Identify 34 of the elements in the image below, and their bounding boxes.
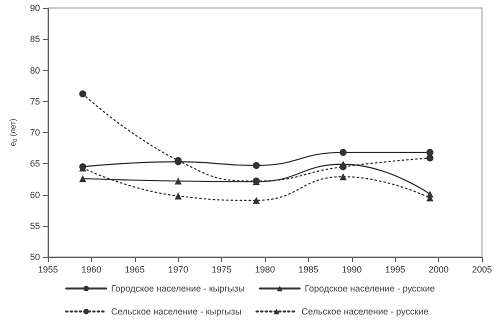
y-tick-label: 85 <box>30 34 40 44</box>
x-tick-label: 2005 <box>472 264 492 274</box>
x-tick-label: 1990 <box>342 264 362 274</box>
x-tick-label: 1965 <box>124 264 145 274</box>
x-tick-label: 1975 <box>212 264 232 274</box>
y-tick-label: 75 <box>30 96 40 106</box>
x-tick-label: 1985 <box>298 264 318 274</box>
y-tick-label: 90 <box>30 3 40 13</box>
point <box>340 148 347 156</box>
legend-label: Сельское население - русские <box>302 306 428 316</box>
point <box>174 192 182 200</box>
point <box>252 162 260 169</box>
y-tick-label: 60 <box>30 190 40 200</box>
point <box>340 163 347 170</box>
y-tick-label: 55 <box>30 220 40 231</box>
x-tick-label: 1980 <box>254 264 276 274</box>
legend-label: Городское население - кыргызы <box>111 284 245 294</box>
y-tick-label: 80 <box>30 65 40 76</box>
point <box>252 196 260 204</box>
point <box>79 90 86 98</box>
x-tick-label: 1955 <box>38 264 58 274</box>
x-tick-label: 2000 <box>428 264 449 274</box>
x-tick-label: 1960 <box>81 264 102 274</box>
y-tick-label: 70 <box>30 128 40 138</box>
point <box>340 173 347 180</box>
point <box>79 175 86 182</box>
y-tick-label: 50 <box>30 252 40 262</box>
y-tick-label: 65 <box>30 158 40 169</box>
point <box>174 178 182 185</box>
legend-label: Городское население - русские <box>304 284 435 294</box>
point <box>426 154 434 162</box>
x-tick-label: 1995 <box>385 264 406 274</box>
x-tick-label: 1970 <box>168 264 188 274</box>
legend-label: Сельское население - кыргызы <box>111 306 242 316</box>
